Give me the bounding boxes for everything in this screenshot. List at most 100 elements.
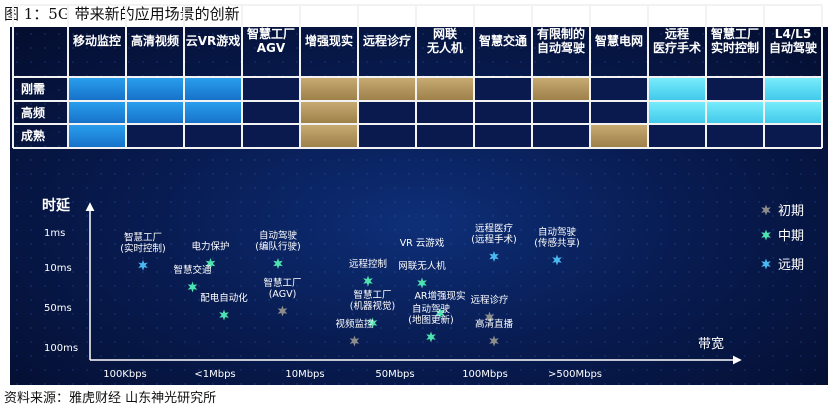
point-marker	[363, 275, 373, 287]
y-tick-label: 100ms	[44, 343, 78, 354]
y-tick-label: 50ms	[44, 303, 72, 314]
matrix-cell-blue	[68, 124, 126, 148]
matrix-row-label: 刚需	[21, 82, 46, 97]
matrix-cell-navy	[590, 100, 648, 124]
point-marker	[138, 259, 148, 271]
matrix-cell-navy	[358, 100, 416, 124]
matrix-cell-navy	[590, 77, 648, 101]
point-label: (机器视觉)	[350, 300, 395, 312]
point-marker	[426, 331, 436, 343]
matrix-column-header: 智慧工厂 实时控制	[710, 27, 759, 55]
point-marker	[489, 335, 499, 347]
matrix-cell-gold	[532, 77, 590, 101]
y-axis-label: 时延	[42, 197, 71, 214]
matrix-cell-navy	[184, 124, 242, 148]
point-label: 电力保护	[191, 241, 229, 253]
matrix-cell-cyan	[764, 77, 822, 101]
legend-label: 初期	[778, 204, 804, 219]
matrix-column-header: 增强现实	[304, 34, 353, 48]
point-marker	[367, 317, 378, 329]
point-label: (传感共享)	[534, 237, 579, 249]
requirement-matrix: 移动监控 高清视频 云VR游戏 智慧工厂 AGV 增强现实 远程诊疗 网联 无人机 智慧交通有…	[12, 4, 825, 175]
scatter-chart: 时延 带宽 1ms 10ms 50ms 100ms 100Kbps <1Mbps 10Mbps 5…	[10, 27, 828, 385]
matrix-column-header: 智慧交通	[478, 34, 527, 48]
matrix-cell-gold	[300, 100, 358, 124]
matrix-grid-line	[13, 4, 822, 6]
matrix-cell-blue	[68, 100, 126, 124]
point-marker	[349, 335, 360, 347]
matrix-row-label: 成熟	[21, 129, 46, 144]
matrix-column-header: 云VR游戏	[185, 34, 241, 48]
matrix-cell-gold	[590, 124, 648, 148]
point-marker	[552, 254, 562, 266]
matrix-cell-navy	[706, 77, 764, 101]
matrix-column-header: 网联 无人机	[426, 27, 463, 55]
point-marker	[219, 309, 229, 321]
y-tick-label: 1ms	[44, 228, 65, 239]
matrix-cell-navy	[242, 124, 300, 148]
point-label: (远程手术)	[471, 234, 516, 246]
matrix-grid-line	[13, 76, 822, 78]
matrix-column-header: 高清视频	[130, 34, 179, 48]
matrix-row-label: 高频	[21, 105, 46, 120]
point-marker	[277, 305, 288, 317]
point-label: 智慧工厂	[353, 289, 391, 301]
matrix-grid-line	[821, 5, 823, 148]
matrix-cell-navy	[416, 100, 474, 124]
matrix-cell-navy	[416, 124, 474, 148]
matrix-cell-gold	[416, 77, 474, 101]
matrix-cell-cyan	[764, 100, 822, 124]
matrix-cell-navy	[474, 100, 532, 124]
matrix-column-header: 智慧工厂 AGV	[246, 27, 295, 55]
point-label: 智慧工厂	[263, 277, 301, 289]
matrix-cell-navy	[242, 100, 300, 124]
point-label: AR增强现实	[414, 290, 465, 302]
matrix-cell-navy	[706, 124, 764, 148]
point-label: 远程诊疗	[470, 294, 509, 306]
point-label: 智慧工厂	[124, 231, 162, 243]
point-label: (实时控制)	[120, 242, 165, 254]
matrix-cell-navy	[532, 100, 590, 124]
matrix-column-header: 有限制的 自动驾驶	[536, 27, 585, 55]
matrix-grid-line	[13, 123, 822, 125]
point-label: 自动驾驶	[538, 226, 577, 238]
matrix-cell-cyan	[648, 100, 706, 124]
matrix-cell-navy	[242, 77, 300, 101]
point-label: 远程医疗	[475, 223, 514, 235]
x-axis-label: 带宽	[698, 336, 724, 352]
point-label: 配电自动化	[200, 292, 248, 304]
matrix-column-header: 远程诊疗	[362, 34, 411, 48]
point-label: VR 云游戏	[400, 237, 445, 249]
matrix-cell-blue	[126, 100, 184, 124]
point-label: 视频监控	[335, 318, 374, 330]
matrix-grid-line	[13, 99, 822, 102]
point-marker	[484, 311, 495, 323]
matrix-cell-cyan	[706, 100, 764, 124]
matrix-cell-gold	[300, 124, 358, 148]
point-label: (AGV)	[269, 289, 297, 300]
matrix-cell-navy	[358, 124, 416, 148]
legend-label: 中期	[778, 229, 804, 244]
point-marker	[489, 251, 499, 262]
matrix-cell-blue	[126, 77, 184, 101]
matrix-cell-blue	[68, 77, 126, 101]
point-marker	[435, 307, 445, 319]
x-tick-label: <1Mbps	[194, 369, 235, 380]
point-label: 智慧交通	[173, 264, 212, 276]
x-tick-label: 100Kbps	[103, 369, 147, 380]
point-label: 远程控制	[349, 258, 387, 270]
x-tick-label: 50Mbps	[375, 369, 414, 380]
point-label: (编队行驶)	[255, 241, 300, 253]
matrix-column-header: L4/L5 自动驾驶	[768, 27, 817, 55]
point-marker	[273, 258, 283, 269]
point-marker	[187, 281, 198, 293]
point-marker	[205, 258, 216, 269]
matrix-cell-gold	[358, 77, 416, 101]
point-label: 网联无人机	[398, 260, 446, 272]
point-label: (地图更新)	[408, 314, 453, 326]
matrix-cell-navy	[474, 124, 532, 148]
matrix-column-header: 远程 医疗手术	[652, 27, 701, 55]
point-label: 高清直播	[475, 318, 514, 330]
chart-panel	[10, 27, 828, 385]
